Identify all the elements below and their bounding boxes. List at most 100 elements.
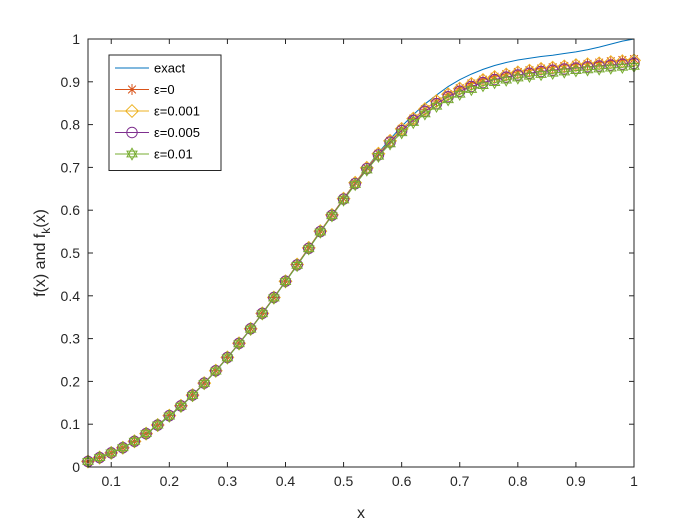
data-point-s4-27	[395, 125, 408, 140]
y-tick-label-9: 0.9	[61, 74, 81, 90]
data-point-s4-43	[581, 63, 594, 77]
data-point-s4-6	[151, 418, 164, 432]
data-point-s4-34	[477, 78, 489, 93]
data-point-s4-3	[116, 440, 129, 455]
data-point-s2-31	[441, 87, 456, 102]
data-point-s4-24	[360, 163, 373, 177]
data-point-s4-35	[488, 75, 501, 90]
data-point-s4-1	[93, 450, 106, 465]
legend-label-0: exact	[154, 61, 185, 76]
y-axis-label-subscript: k	[39, 227, 53, 234]
data-point-s4-21	[326, 208, 338, 223]
legend-item-2: ε=0.001	[115, 104, 200, 119]
y-tick-label-2: 0.2	[61, 373, 81, 389]
data-point-s4-14	[244, 322, 257, 336]
legend-item-4: ε=0.01	[115, 147, 193, 162]
data-point-s4-41	[558, 65, 571, 79]
data-point-s4-30	[430, 99, 443, 113]
data-point-s4-16	[268, 291, 280, 305]
data-point-s4-2	[105, 446, 118, 460]
data-point-s1-46	[616, 54, 628, 66]
data-point-s2-39	[534, 61, 549, 76]
data-point-s4-23	[349, 177, 362, 192]
data-point-s4-45	[604, 61, 617, 75]
x-axis-label: x	[357, 505, 365, 522]
y-tick-label-8: 0.8	[61, 117, 81, 133]
data-point-s4-42	[570, 63, 582, 78]
data-point-s4-13	[233, 336, 245, 351]
y-tick-label-5: 0.5	[61, 245, 81, 261]
ticks-layer: 0.1 0.2 0.3 0.4 0.5 0.6 0.7 0.8 0.9 1 0 0.1 0.2 0.3 0.…	[61, 31, 639, 489]
data-point-s4-7	[163, 409, 176, 423]
legend-label-2: ε=0.001	[154, 104, 200, 119]
y-tick-label-0: 0	[72, 459, 80, 475]
data-point-s4-15	[256, 307, 269, 321]
data-point-s2-33	[464, 76, 479, 91]
data-point-s4-11	[209, 364, 222, 378]
data-point-s4-26	[384, 137, 396, 151]
data-point-s4-25	[372, 149, 385, 164]
legend-marker-3	[126, 126, 138, 139]
data-point-s4-22	[337, 193, 350, 207]
data-point-s4-37	[511, 71, 524, 85]
y-axis-label-main: f(x) and f	[32, 233, 49, 297]
data-point-s2-41	[557, 59, 572, 74]
legend-label-4: ε=0.01	[154, 147, 193, 162]
y-tick-label-6: 0.6	[61, 202, 81, 218]
series-4	[82, 59, 640, 469]
y-tick-label-10: 1	[72, 31, 80, 47]
data-point-s2-38	[522, 63, 537, 78]
data-point-s2-43	[580, 57, 595, 72]
legend-item-1: ε=0	[115, 82, 175, 97]
y-axis-label-tail: (x)	[32, 209, 49, 228]
data-point-s4-39	[535, 67, 547, 82]
data-point-s4-20	[314, 225, 327, 239]
data-point-s4-17	[279, 274, 292, 289]
data-point-s4-36	[500, 73, 513, 87]
data-point-s4-19	[302, 241, 315, 256]
data-point-s4-32	[453, 87, 466, 101]
x-tick-label-2: 0.3	[218, 473, 238, 489]
data-point-s2-35	[487, 70, 502, 85]
data-point-s4-38	[523, 69, 536, 84]
data-point-s2-37	[510, 65, 525, 80]
legend: exact ε=0 ε=0.001 ε=0.005 ε=0.01	[108, 54, 222, 171]
legend-marker-4	[126, 147, 138, 161]
data-point-s4-44	[593, 62, 606, 76]
data-point-s2-32	[452, 81, 467, 96]
legend-item-3: ε=0.005	[115, 125, 200, 140]
data-point-s4-5	[140, 426, 152, 441]
data-point-s4-31	[442, 93, 454, 107]
legend-label-3: ε=0.005	[154, 125, 200, 140]
x-tick-label-9: 1	[630, 473, 638, 489]
x-tick-label-0: 0.1	[101, 473, 121, 489]
data-point-s4-10	[198, 376, 211, 391]
data-point-s2-44	[592, 56, 607, 71]
x-tick-label-6: 0.7	[450, 473, 470, 489]
data-point-s1-45	[605, 55, 617, 67]
data-point-s2-36	[499, 67, 514, 82]
data-point-s4-8	[175, 399, 187, 413]
x-tick-label-5: 0.6	[392, 473, 412, 489]
data-point-s4-40	[546, 66, 559, 81]
legend-label-1: ε=0	[154, 82, 175, 97]
legend-item-0: exact	[115, 61, 185, 76]
x-tick-label-4: 0.5	[334, 473, 354, 489]
x-tick-label-1: 0.2	[160, 473, 180, 489]
series-layer	[80, 38, 642, 469]
data-point-s4-4	[128, 434, 141, 449]
legend-marker-2	[124, 103, 140, 119]
y-tick-label-7: 0.7	[61, 159, 81, 175]
data-point-s2-42	[568, 58, 583, 73]
x-tick-label-7: 0.8	[508, 473, 528, 489]
data-point-s4-33	[465, 82, 478, 97]
data-point-s2-30	[429, 94, 444, 109]
y-tick-label-1: 0.1	[61, 416, 81, 432]
data-point-s4-46	[616, 60, 629, 75]
data-point-s2-40	[545, 60, 560, 75]
data-point-s4-29	[419, 107, 431, 121]
data-point-s4-18	[291, 258, 303, 273]
x-tick-label-8: 0.9	[566, 473, 586, 489]
